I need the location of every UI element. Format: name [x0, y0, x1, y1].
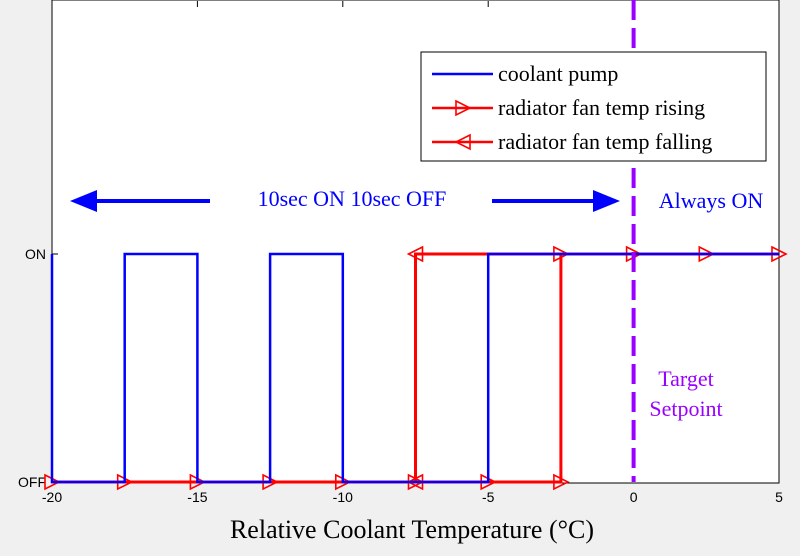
y-tick-label: ON	[25, 246, 46, 262]
period-arrow-left-head	[70, 190, 97, 212]
legend-label: coolant pump	[498, 61, 618, 86]
x-tick-label: 5	[775, 489, 783, 505]
setpoint-annotation-line1: Target	[658, 366, 713, 391]
legend-entries: coolant pump radiator fan temp rising radi…	[432, 61, 712, 154]
period-annotation: 10sec ON 10sec OFF	[258, 186, 447, 211]
series-layer	[44, 245, 788, 491]
always-on-annotation: Always ON	[659, 188, 764, 213]
x-tick-label: 0	[630, 489, 638, 505]
period-arrow-right-head	[593, 190, 620, 212]
x-tick-label: -15	[187, 489, 207, 505]
x-axis-label: Relative Coolant Temperature (°C)	[230, 515, 594, 544]
y-tick-label: OFF	[18, 474, 46, 490]
x-tick-label: -5	[482, 489, 495, 505]
x-tick-labels: -20 -15 -10 -5 0 5	[42, 1, 783, 505]
falling-marker	[406, 245, 424, 263]
legend-label: radiator fan temp rising	[498, 95, 705, 120]
legend-marker	[455, 99, 472, 117]
rising-marker	[553, 473, 570, 491]
y-tick-labels: OFF ON	[18, 246, 58, 490]
legend-label: radiator fan temp falling	[498, 129, 712, 154]
x-tick-label: -20	[42, 489, 62, 505]
x-tick-label: -10	[333, 489, 353, 505]
legend-marker	[454, 133, 471, 151]
legend: coolant pump radiator fan temp rising radi…	[420, 51, 767, 162]
period-arrow	[70, 190, 620, 212]
setpoint-annotation-line2: Setpoint	[649, 396, 722, 421]
series-line	[50, 252, 779, 484]
